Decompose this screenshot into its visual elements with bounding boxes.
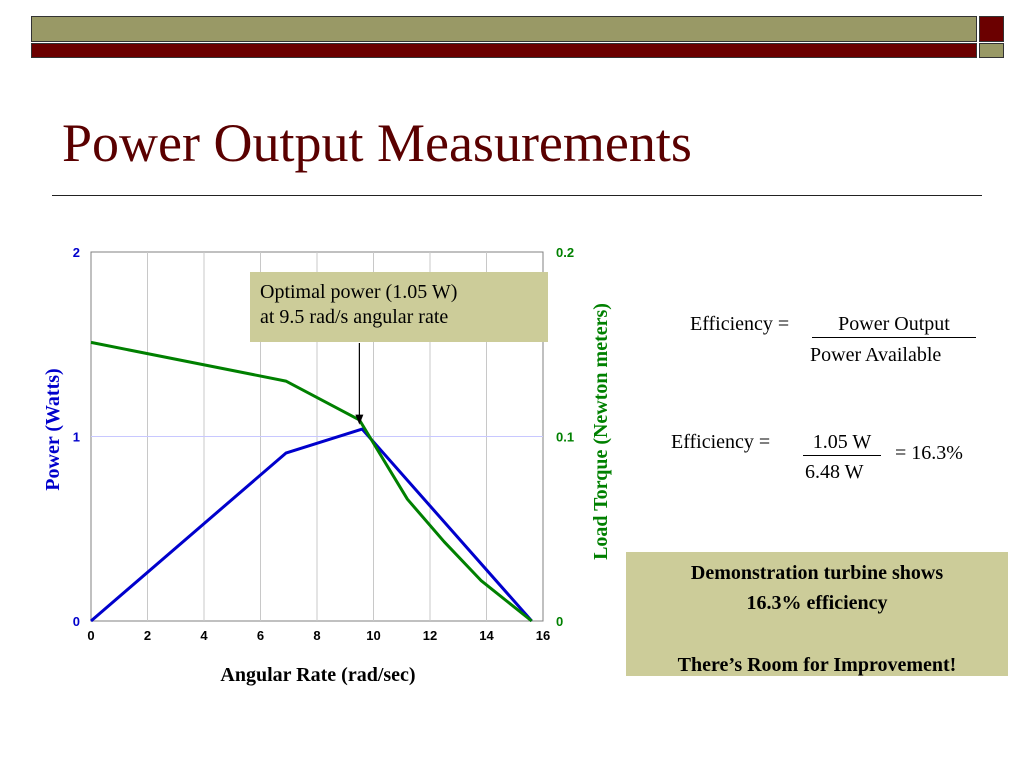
x-axis-title: Angular Rate (rad/sec) [220,664,415,686]
header-band-maroon [31,43,977,58]
x-tick-label: 12 [423,628,437,643]
y-right-tick-label: 0.2 [556,245,574,260]
y-left-tick-label: 2 [73,245,80,260]
summary-line-1: Demonstration turbine shows [690,562,944,584]
x-tick-label: 6 [257,628,264,643]
callout-line-2: at 9.5 rad/s angular rate [260,306,449,328]
efficiency-formula-denominator: Power Available [810,344,942,366]
x-tick-label: 14 [479,628,494,643]
x-tick-label: 8 [313,628,320,643]
corner-square-olive [979,43,1004,58]
efficiency-formula-numerator: Power Output [812,313,976,338]
summary-box: Demonstration turbine shows 16.3% effici… [626,552,1008,676]
efficiency-calc-lhs: Efficiency = [671,431,771,453]
x-tick-label: 0 [87,628,94,643]
x-tick-label: 10 [366,628,380,643]
title-divider [52,195,982,196]
callout-arrow-head [355,414,364,425]
y-left-axis-title: Power (Watts) [42,368,64,490]
summary-line-3: There’s Room for Improvement! [677,654,957,676]
header-band-olive [31,16,977,42]
efficiency-formula-lhs: Efficiency = [690,313,790,335]
x-tick-label: 16 [536,628,550,643]
y-left-tick-label: 1 [73,430,80,445]
power-series-line [90,427,533,623]
optimal-power-callout: Optimal power (1.05 W) at 9.5 rad/s angu… [250,272,548,342]
efficiency-calc-result: = 16.3% [895,442,963,464]
callout-line-1: Optimal power (1.05 W) [260,281,458,303]
efficiency-calc-numerator: 1.05 W [803,431,881,456]
summary-line-2: 16.3% efficiency [746,592,888,614]
x-tick-label: 4 [200,628,208,643]
y-right-tick-label: 0 [556,614,563,629]
torque-series-line [90,340,533,623]
y-right-axis-title: Load Torque (Newton meters) [590,303,612,560]
y-left-tick-label: 0 [73,614,80,629]
y-right-tick-label: 0.1 [556,430,574,445]
x-tick-label: 2 [144,628,151,643]
slide-title: Power Output Measurements [62,113,692,173]
corner-square-maroon [979,16,1004,42]
efficiency-calc-denominator: 6.48 W [805,461,864,483]
